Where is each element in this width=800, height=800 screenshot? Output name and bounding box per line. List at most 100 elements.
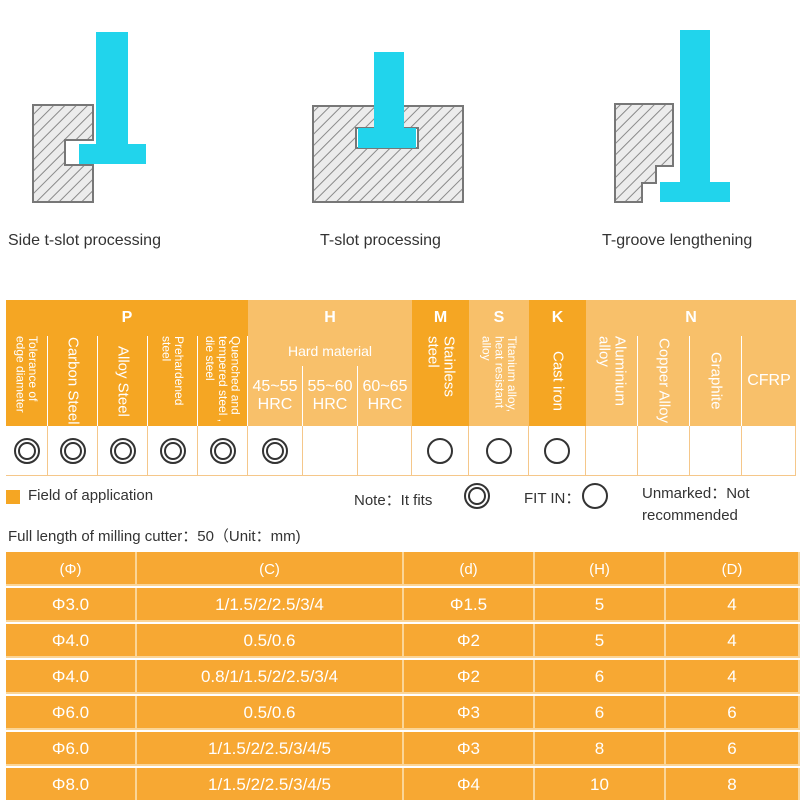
category-p: P — [6, 300, 248, 336]
material-stainless: Stainless steel — [412, 336, 469, 426]
spec-cell: Φ2 — [404, 624, 535, 658]
fitin-icon — [544, 437, 570, 464]
legend-note: Note：It fits — [354, 492, 433, 509]
spec-cell: Φ6.0 — [6, 696, 137, 730]
spec-header-cell: (H) — [535, 552, 666, 586]
spec-row: Φ4.0 0.5/0.6 Φ2 5 4 — [6, 624, 800, 658]
diagram-label: T-groove lengthening — [602, 232, 753, 249]
category-h: H — [248, 300, 412, 336]
spec-cell: Φ6.0 — [6, 732, 137, 766]
spec-row: Φ6.0 0.5/0.6 Φ3 6 6 — [6, 696, 800, 730]
spec-cell: Φ8.0 — [6, 768, 137, 800]
material-prehardened: Prehardened steel — [148, 336, 198, 426]
mark-cell — [6, 426, 48, 476]
spec-row: Φ4.0 0.8/1/1.5/2/2.5/3/4 Φ2 6 4 — [6, 660, 800, 694]
legend-swatch — [6, 490, 20, 504]
spec-cell: 6 — [666, 732, 800, 766]
spec-cell: 6 — [666, 696, 800, 730]
spec-cell: 0.5/0.6 — [137, 696, 404, 730]
material-hard: Hard material — [248, 336, 412, 366]
fits-icon — [59, 437, 86, 464]
material-quenched: Quenched and tempered steel , die steel — [198, 336, 248, 426]
category-n: N — [586, 300, 796, 336]
material-cast-iron: Cast iron — [529, 336, 586, 426]
fits-icon — [13, 437, 40, 464]
material-titanium: Titanium alloy, heat resistant alloy — [469, 336, 529, 426]
mark-cell — [198, 426, 248, 476]
fits-icon — [464, 483, 490, 509]
fits-icon — [159, 437, 186, 464]
mark-cell — [529, 426, 586, 476]
spec-cell: 6 — [535, 660, 666, 694]
spec-cell: 4 — [666, 660, 800, 694]
spec-cell: 1/1.5/2/2.5/3/4/5 — [137, 732, 404, 766]
t-groove-illustration — [614, 30, 730, 203]
diagram-label: Side t-slot processing — [8, 232, 161, 249]
spec-cell: 1/1.5/2/2.5/3/4 — [137, 588, 404, 622]
spec-cell: 5 — [535, 624, 666, 658]
spec-cell: 4 — [666, 624, 800, 658]
material-alloy-steel: Alloy Steel — [98, 336, 148, 426]
mark-cell — [148, 426, 198, 476]
mark-cell — [412, 426, 469, 476]
spec-cell: Φ1.5 — [404, 588, 535, 622]
material-hrc-60-65: 60~65 HRC — [358, 366, 412, 426]
side-t-slot-illustration — [32, 32, 146, 203]
material-cfrp: CFRP — [742, 336, 796, 426]
mark-cell — [48, 426, 98, 476]
spec-cell: 5 — [535, 588, 666, 622]
spec-cell: 0.8/1/1.5/2/2.5/3/4 — [137, 660, 404, 694]
spec-cell: 6 — [535, 696, 666, 730]
full-length-note: Full length of milling cutter：50（Unit：mm… — [8, 528, 301, 545]
t-slot-illustration — [312, 52, 464, 203]
fitin-icon — [485, 437, 512, 464]
mark-cell — [98, 426, 148, 476]
diagram-label: T-slot processing — [320, 232, 441, 249]
mark-cell — [358, 426, 412, 476]
material-hrc-55-60: 55~60 HRC — [303, 366, 358, 426]
spec-row: Φ6.0 1/1.5/2/2.5/3/4/5 Φ3 8 6 — [6, 732, 800, 766]
legend-field: Field of application — [28, 487, 154, 504]
spec-cell: Φ4 — [404, 768, 535, 800]
spec-cell: Φ3 — [404, 732, 535, 766]
category-s: S — [469, 300, 529, 336]
mark-cell — [742, 426, 796, 476]
spec-cell: Φ3 — [404, 696, 535, 730]
mark-cell — [690, 426, 742, 476]
diagram-t-slot: T-slot processing — [266, 0, 532, 290]
category-k: K — [529, 300, 586, 336]
spec-cell: 1/1.5/2/2.5/3/4/5 — [137, 768, 404, 800]
material-graphite: Graphite — [690, 336, 742, 426]
fits-icon — [262, 437, 288, 464]
spec-cell: 4 — [666, 588, 800, 622]
spec-header-row: (Φ) (C) (d) (H) (D) — [6, 552, 800, 586]
fits-icon — [209, 437, 236, 464]
spec-row: Φ8.0 1/1.5/2/2.5/3/4/5 Φ4 10 8 — [6, 768, 800, 800]
mark-cell — [586, 426, 638, 476]
spec-cell: 10 — [535, 768, 666, 800]
material-aluminium: Aluminium alloy — [586, 336, 638, 426]
diagram-side-t-slot: Side t-slot processing — [0, 0, 266, 290]
spec-cell: Φ4.0 — [6, 660, 137, 694]
fits-icon — [109, 437, 136, 464]
spec-cell: Φ2 — [404, 660, 535, 694]
fitin-icon — [582, 483, 608, 509]
category-m: M — [412, 300, 469, 336]
spec-header-cell: (d) — [404, 552, 535, 586]
material-tolerance: Tolerance of edge diameter — [6, 336, 48, 426]
material-carbon-steel: Carbon Steel — [48, 336, 98, 426]
diagram-t-groove-lengthening: T-groove lengthening — [532, 0, 798, 290]
spec-cell: 8 — [535, 732, 666, 766]
spec-header-cell: (Φ) — [6, 552, 137, 586]
spec-cell: Φ4.0 — [6, 624, 137, 658]
spec-cell: Φ3.0 — [6, 588, 137, 622]
legend-fitin: FIT IN： — [524, 490, 581, 507]
fitin-icon — [427, 437, 453, 464]
spec-cell: 8 — [666, 768, 800, 800]
spec-cell: 0.5/0.6 — [137, 624, 404, 658]
mark-cell — [303, 426, 358, 476]
spec-header-cell: (D) — [666, 552, 800, 586]
mark-cell — [638, 426, 690, 476]
legend-unmarked: Unmarked：Not recommended — [642, 485, 750, 524]
spec-row: Φ3.0 1/1.5/2/2.5/3/4 Φ1.5 5 4 — [6, 588, 800, 622]
